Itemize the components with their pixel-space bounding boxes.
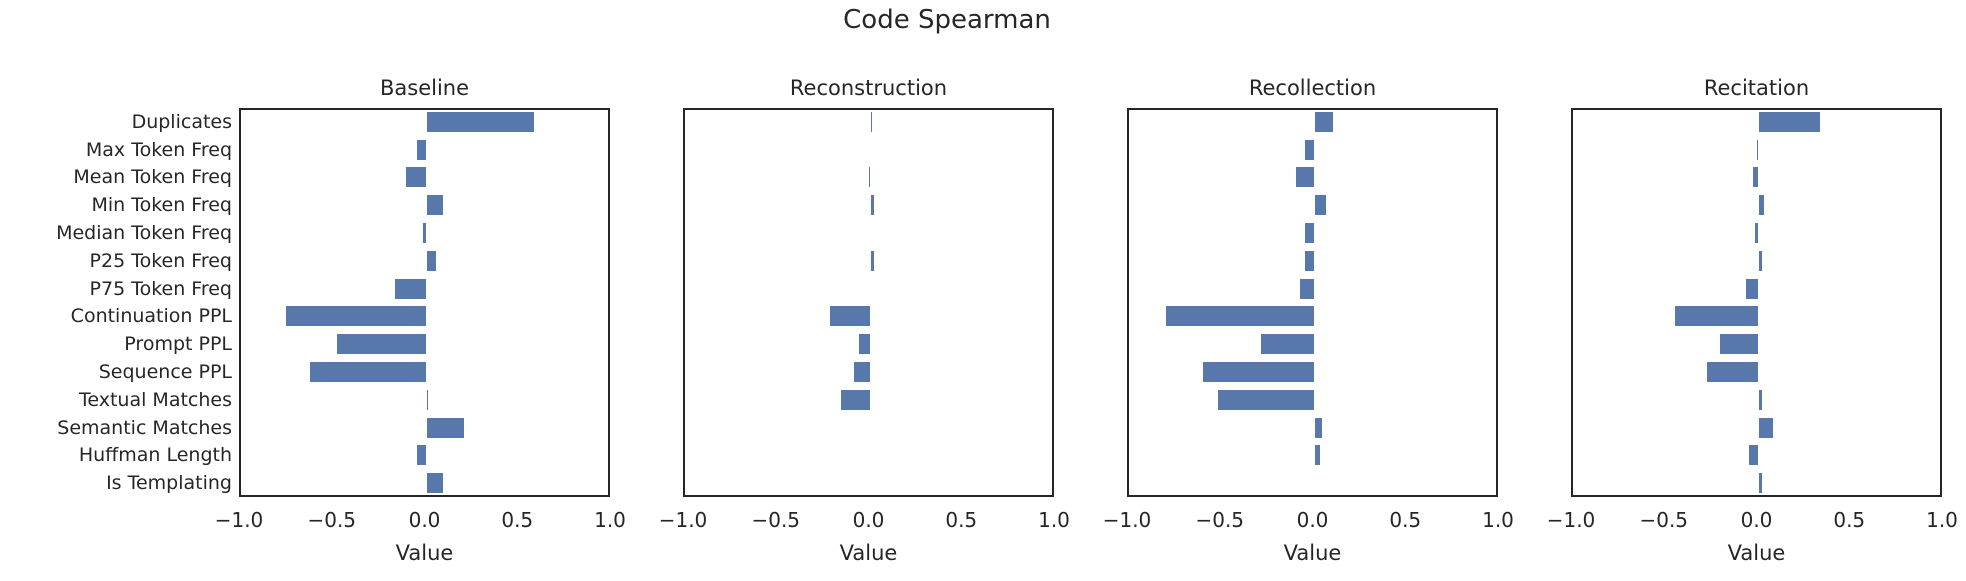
bar — [868, 167, 871, 188]
bar — [1295, 167, 1315, 188]
y-tick-label: Prompt PPL — [124, 333, 232, 356]
bar — [1706, 361, 1759, 382]
x-tick-label: 1.0 — [594, 508, 626, 532]
bar — [870, 195, 875, 216]
x-axis-label: Value — [1283, 541, 1342, 565]
bar — [1745, 278, 1759, 299]
x-tick-label: −0.5 — [1195, 508, 1245, 532]
bar — [337, 334, 427, 355]
bar — [1218, 389, 1315, 410]
x-tick-label: 1.0 — [1926, 508, 1958, 532]
bar — [1752, 167, 1759, 188]
bar — [1305, 139, 1315, 160]
bar — [1166, 306, 1315, 327]
x-tick-label: 0.0 — [408, 508, 441, 532]
x-tick-label: −1.0 — [658, 508, 708, 532]
panel-title: Reconstruction — [789, 76, 948, 100]
axes — [683, 108, 1054, 497]
y-tick-label: Continuation PPL — [70, 305, 232, 328]
bar — [1314, 111, 1334, 132]
bar — [1314, 445, 1321, 466]
x-tick-label: −1.0 — [214, 508, 264, 532]
bar — [1754, 223, 1759, 244]
y-tick-label: Sequence PPL — [98, 360, 232, 383]
bar — [840, 389, 871, 410]
bar — [426, 389, 429, 410]
bar — [394, 278, 427, 299]
bar — [1305, 250, 1315, 271]
bar — [1758, 195, 1765, 216]
bar — [853, 361, 871, 382]
axes — [239, 108, 610, 497]
x-axis-label: Value — [395, 541, 454, 565]
bar — [859, 334, 871, 355]
bar — [1305, 223, 1315, 244]
y-tick-label: Median Token Freq — [56, 222, 232, 245]
bar — [870, 250, 875, 271]
x-tick-label: 0.5 — [501, 508, 534, 532]
x-axis-label: Value — [839, 541, 898, 565]
bar — [1314, 195, 1326, 216]
panel-title: Baseline — [379, 76, 470, 100]
bar — [1260, 334, 1315, 355]
y-tick-label: Min Token Freq — [91, 194, 232, 217]
x-tick-label: 0.5 — [1833, 508, 1866, 532]
bar — [285, 306, 427, 327]
panel-title: Recitation — [1703, 76, 1810, 100]
bar — [1299, 278, 1315, 299]
x-tick-label: −0.5 — [751, 508, 801, 532]
y-tick-label: Semantic Matches — [57, 416, 232, 439]
bar — [406, 167, 427, 188]
bar — [422, 223, 427, 244]
bar — [426, 473, 444, 494]
bar — [426, 250, 436, 271]
chart-title: Code Spearman — [843, 5, 1051, 35]
y-tick-label: P25 Token Freq — [89, 249, 232, 272]
bar — [1719, 334, 1759, 355]
bar — [1203, 361, 1315, 382]
axes — [1127, 108, 1498, 497]
bar — [309, 361, 427, 382]
bar — [1758, 417, 1774, 438]
bar — [426, 195, 444, 216]
x-axis-label: Value — [1727, 541, 1786, 565]
bar — [417, 445, 427, 466]
bar — [1758, 111, 1820, 132]
y-tick-label: Is Templating — [106, 472, 232, 495]
x-tick-label: 0.0 — [1296, 508, 1329, 532]
x-tick-label: −0.5 — [1639, 508, 1689, 532]
x-tick-label: 0.5 — [945, 508, 978, 532]
y-tick-label: Mean Token Freq — [73, 166, 232, 189]
bar — [426, 417, 464, 438]
bar — [1675, 306, 1759, 327]
y-tick-label: P75 Token Freq — [89, 277, 232, 300]
y-tick-label: Duplicates — [131, 110, 232, 133]
x-tick-label: −1.0 — [1102, 508, 1152, 532]
bar — [870, 111, 873, 132]
y-tick-label: Max Token Freq — [85, 138, 232, 161]
bar — [1749, 445, 1759, 466]
x-tick-label: 1.0 — [1038, 508, 1070, 532]
panel-title: Recollection — [1248, 76, 1377, 100]
bar — [1756, 139, 1759, 160]
x-tick-label: 0.0 — [1740, 508, 1773, 532]
bar — [1314, 417, 1322, 438]
x-tick-label: −0.5 — [307, 508, 357, 532]
x-tick-label: 0.5 — [1389, 508, 1422, 532]
bar — [1758, 250, 1763, 271]
axes — [1571, 108, 1942, 497]
x-tick-label: −1.0 — [1546, 508, 1596, 532]
bar — [1758, 389, 1763, 410]
x-tick-label: 0.0 — [852, 508, 885, 532]
bar — [426, 111, 535, 132]
bar — [1758, 473, 1763, 494]
bar — [417, 139, 427, 160]
y-tick-label: Textual Matches — [79, 388, 232, 411]
bar — [829, 306, 871, 327]
y-tick-label: Huffman Length — [78, 444, 232, 467]
x-tick-label: 1.0 — [1482, 508, 1514, 532]
